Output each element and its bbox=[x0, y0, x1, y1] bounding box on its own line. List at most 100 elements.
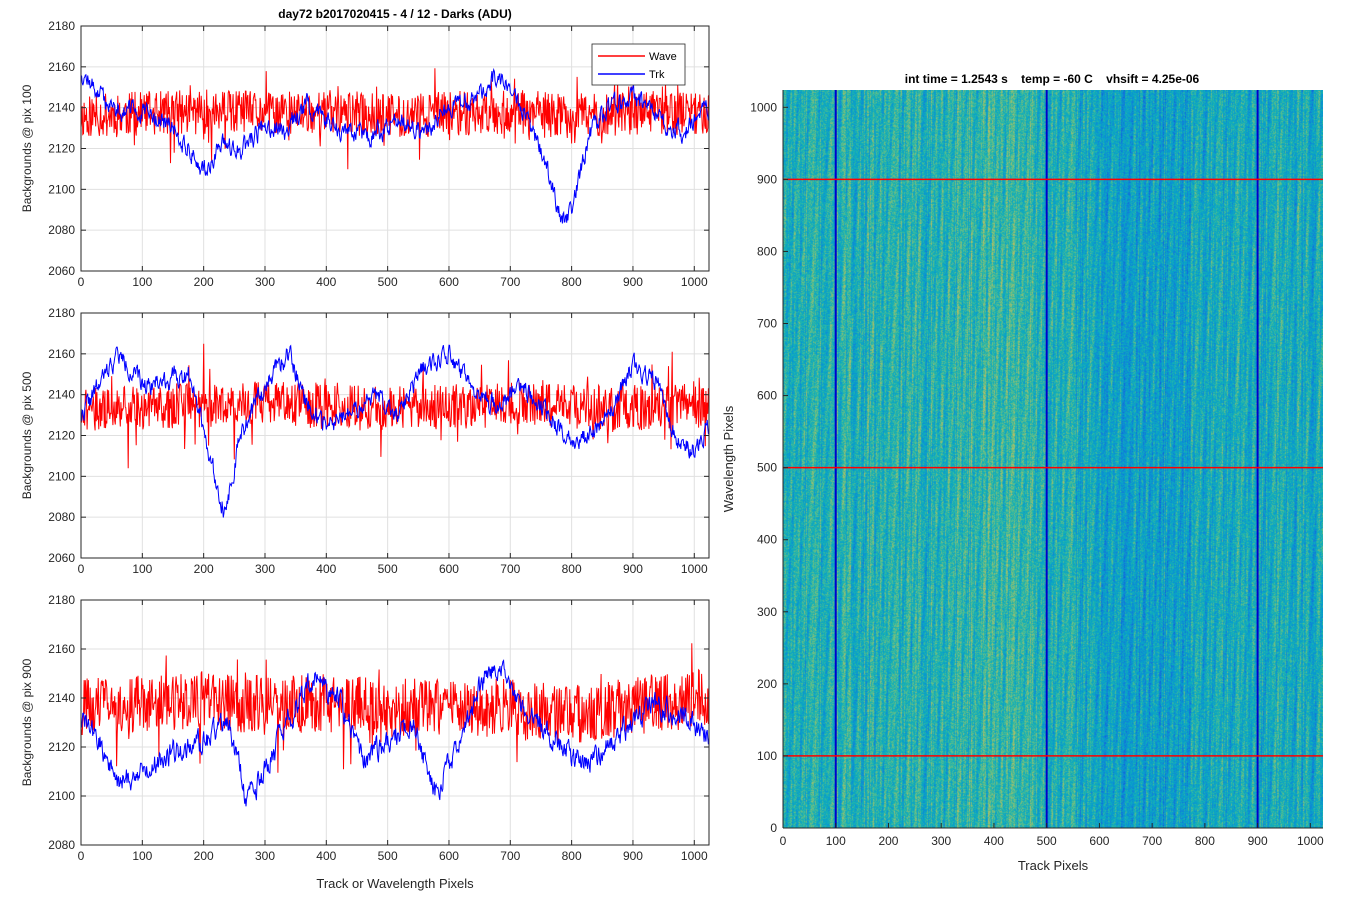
y-tick-label: 2160 bbox=[48, 642, 75, 656]
series-wave-line bbox=[80, 68, 710, 170]
x-tick-label: 100 bbox=[132, 275, 152, 289]
y-tick-label: 2120 bbox=[48, 142, 75, 156]
y-tick-label: 400 bbox=[757, 533, 777, 547]
x-tick-label: 1000 bbox=[1297, 834, 1324, 848]
y-tick-label: 2160 bbox=[48, 347, 75, 361]
y-tick-label: 2100 bbox=[48, 182, 75, 196]
series-trk-line bbox=[80, 344, 709, 518]
axes-frame bbox=[80, 599, 710, 846]
x-tick-label: 900 bbox=[1248, 834, 1268, 848]
y-axis-label: Backgrounds @ pix 900 bbox=[20, 658, 34, 786]
series-trk-line bbox=[80, 659, 710, 807]
tick-labels: 0 100 200 300 400 500 600 700 800 900 1000 2060 2080… bbox=[48, 19, 709, 289]
y-tick-label: 2180 bbox=[48, 19, 75, 33]
y-axis-label: Backgrounds @ pix 500 bbox=[20, 371, 34, 499]
series-lines bbox=[80, 643, 710, 807]
y-axis-label: Backgrounds @ pix 100 bbox=[20, 84, 34, 212]
x-tick-label: 900 bbox=[623, 562, 643, 576]
y-tick-label: 2060 bbox=[48, 551, 75, 565]
y-tick-label: 2100 bbox=[48, 789, 75, 803]
y-tick-label: 2080 bbox=[48, 510, 75, 524]
y-tick-label: 100 bbox=[757, 749, 777, 763]
x-tick-label: 600 bbox=[439, 275, 459, 289]
series-lines bbox=[80, 67, 710, 224]
figure-suptitle: day72 b2017020415 - 4 / 12 - Darks (ADU) bbox=[278, 7, 511, 21]
grid-lines bbox=[81, 313, 709, 558]
y-tick-label: 600 bbox=[757, 389, 777, 403]
x-tick-label: 0 bbox=[78, 275, 85, 289]
y-tick-label: 2120 bbox=[48, 740, 75, 754]
x-tick-label: 800 bbox=[562, 562, 582, 576]
x-tick-label: 500 bbox=[378, 562, 398, 576]
x-tick-label: 200 bbox=[878, 834, 898, 848]
legend-box bbox=[591, 43, 686, 86]
x-tick-label: 0 bbox=[780, 834, 787, 848]
x-tick-label: 800 bbox=[562, 275, 582, 289]
tick-labels: 0 100 200 300 400 500 600 700 800 900 1000 2060 2080… bbox=[48, 306, 709, 576]
x-tick-label: 100 bbox=[826, 834, 846, 848]
x-tick-label: 400 bbox=[316, 849, 336, 863]
x-tick-label: 400 bbox=[316, 275, 336, 289]
plot-pix-100: 0 100 200 300 400 500 600 700 800 900 1000 2060 2080… bbox=[20, 19, 710, 289]
legend: Wave Trk bbox=[591, 43, 686, 86]
x-tick-label: 700 bbox=[1142, 834, 1162, 848]
y-tick-label: 2100 bbox=[48, 469, 75, 483]
x-tick-label: 300 bbox=[255, 275, 275, 289]
x-tick-label: 600 bbox=[439, 849, 459, 863]
x-tick-label: 500 bbox=[378, 275, 398, 289]
series-trk-line bbox=[80, 67, 710, 224]
tick-labels: 0 100 200 300 400 500 600 700 800 900 1000 0 100 200 3… bbox=[750, 100, 1324, 848]
x-tick-label: 200 bbox=[194, 562, 214, 576]
y-tick-label: 2140 bbox=[48, 691, 75, 705]
x-axis-label: Track or Wavelength Pixels bbox=[316, 876, 474, 891]
x-tick-label: 1000 bbox=[681, 275, 708, 289]
heatmap-image bbox=[783, 90, 1323, 828]
y-tick-label: 900 bbox=[757, 172, 777, 186]
x-tick-label: 700 bbox=[500, 562, 520, 576]
x-tick-label: 600 bbox=[439, 562, 459, 576]
heatmap-panel: int time = 1.2543 s temp = -60 C vhsift … bbox=[721, 72, 1324, 873]
x-tick-label: 400 bbox=[316, 562, 336, 576]
y-tick-label: 2060 bbox=[48, 264, 75, 278]
x-axis-label: Track Pixels bbox=[1018, 858, 1089, 873]
x-tick-label: 100 bbox=[132, 562, 152, 576]
legend-trk-label: Trk bbox=[649, 69, 665, 81]
x-tick-label: 900 bbox=[623, 849, 643, 863]
plot-pix-500: 0 100 200 300 400 500 600 700 800 900 1000 2060 2080… bbox=[20, 306, 710, 576]
x-tick-label: 400 bbox=[984, 834, 1004, 848]
x-tick-label: 1000 bbox=[681, 562, 708, 576]
legend-wave-label: Wave bbox=[649, 51, 677, 63]
x-tick-label: 100 bbox=[132, 849, 152, 863]
y-tick-label: 2120 bbox=[48, 429, 75, 443]
x-tick-label: 1000 bbox=[681, 849, 708, 863]
y-tick-label: 2080 bbox=[48, 223, 75, 237]
plot-pix-900: 0 100 200 300 400 500 600 700 800 900 1000 2080 2100… bbox=[20, 593, 710, 891]
x-tick-label: 800 bbox=[1195, 834, 1215, 848]
y-tick-label: 2140 bbox=[48, 101, 75, 115]
tick-labels: 0 100 200 300 400 500 600 700 800 900 1000 2080 2100… bbox=[48, 593, 709, 863]
x-tick-label: 0 bbox=[78, 562, 85, 576]
x-tick-label: 900 bbox=[623, 275, 643, 289]
x-tick-label: 700 bbox=[500, 275, 520, 289]
y-tick-label: 0 bbox=[770, 821, 777, 835]
y-tick-label: 2180 bbox=[48, 593, 75, 607]
y-tick-label: 1000 bbox=[750, 100, 777, 114]
y-tick-label: 800 bbox=[757, 244, 777, 258]
y-tick-label: 2180 bbox=[48, 306, 75, 320]
x-tick-label: 800 bbox=[562, 849, 582, 863]
y-tick-label: 700 bbox=[757, 317, 777, 331]
y-tick-label: 200 bbox=[757, 677, 777, 691]
x-tick-label: 500 bbox=[1037, 834, 1057, 848]
x-tick-label: 300 bbox=[931, 834, 951, 848]
y-tick-label: 2080 bbox=[48, 838, 75, 852]
x-tick-label: 500 bbox=[378, 849, 398, 863]
y-tick-label: 2140 bbox=[48, 388, 75, 402]
heatmap-marker-lines bbox=[782, 90, 1323, 829]
x-tick-label: 600 bbox=[1089, 834, 1109, 848]
x-tick-label: 300 bbox=[255, 562, 275, 576]
series-wave-line bbox=[80, 643, 710, 773]
series-lines bbox=[80, 343, 709, 518]
x-tick-label: 200 bbox=[194, 849, 214, 863]
y-tick-label: 500 bbox=[757, 461, 777, 475]
x-tick-label: 0 bbox=[78, 849, 85, 863]
